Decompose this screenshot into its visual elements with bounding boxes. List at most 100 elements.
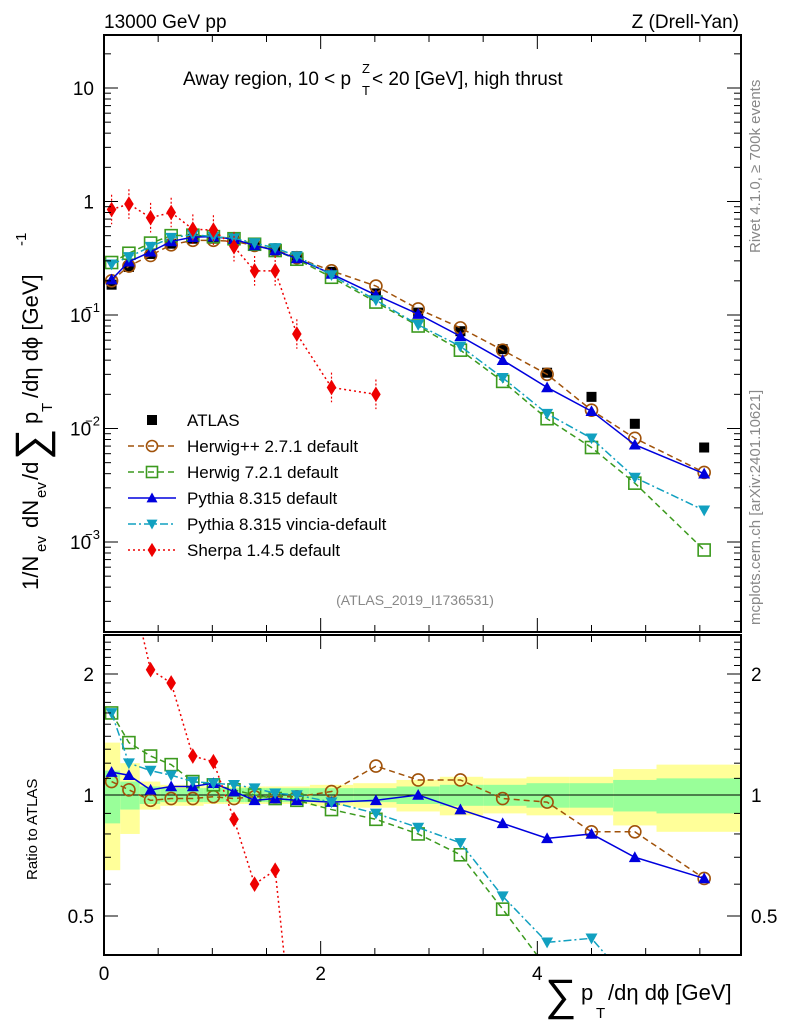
ratio-point [454, 838, 467, 849]
legend-marker [145, 439, 159, 453]
ratio-series [104, 525, 711, 955]
x-tick-label: 2 [315, 964, 326, 985]
ratio-point [495, 902, 510, 916]
rivet-label: Rivet 4.1.0, ≥ 700k events [747, 80, 764, 253]
data-point [106, 279, 117, 290]
svg-text:∑: ∑ [7, 429, 56, 460]
ratio-point [124, 569, 134, 585]
data-point [249, 263, 260, 279]
ratio-series-sherpa-1-4-5-default [107, 525, 285, 955]
legend-marker [146, 519, 158, 530]
band-inner [613, 779, 657, 812]
data-point [144, 241, 157, 253]
data-point [541, 381, 554, 393]
data-point [145, 209, 156, 226]
data-point [454, 341, 467, 353]
data-point [166, 204, 176, 221]
data-point [325, 270, 338, 282]
legend-marker [147, 542, 157, 558]
data-point [124, 196, 134, 212]
data-point [165, 232, 178, 244]
data-point [584, 403, 599, 417]
data-point [412, 308, 425, 319]
ratio-point [269, 788, 282, 800]
ratio-point [144, 783, 157, 795]
svg-text:10: 10 [73, 79, 94, 100]
analysis-id: (ATLAS_2019_I1736531) [336, 592, 494, 608]
ratio-point [249, 876, 260, 892]
y-tick-label: 10 [73, 79, 94, 100]
svg-text:Z: Z [362, 61, 370, 76]
ratio-point [585, 933, 598, 945]
data-point [699, 442, 710, 453]
y-tick-label: 10−1 [70, 300, 100, 327]
header-process: Z (Drell-Yan) [632, 12, 739, 33]
header-energy: 13000 GeV pp [104, 12, 227, 33]
ratio-point [165, 770, 178, 782]
legend-label: Herwig 7.2.1 default [187, 463, 338, 482]
ratio-point [411, 773, 425, 787]
svg-text:10: 10 [70, 306, 91, 327]
ratio-point [369, 794, 382, 806]
legend-entry: Pythia 8.315 default [128, 489, 338, 508]
data-point [105, 259, 118, 271]
data-point [371, 386, 381, 403]
data-point [697, 543, 711, 557]
ratio-point [105, 708, 118, 719]
x-tick-label: 4 [532, 964, 543, 985]
ratio-point [229, 811, 239, 828]
data-point [698, 467, 711, 479]
y-tick-label: 1 [83, 193, 94, 214]
ratio-y-tick-label-right: 2 [751, 665, 762, 686]
ratio-line [110, 712, 538, 955]
main-title: Away region, 10 < p Z T < 20 [GeV], high… [183, 61, 563, 98]
legend-label: ATLAS [187, 411, 240, 430]
ratio-point [145, 661, 156, 678]
ratio-y-tick-label-right: 0.5 [751, 907, 777, 928]
svg-text:dN: dN [18, 500, 43, 528]
ratio-y-tick-label: 0.5 [68, 907, 94, 928]
ratio-point [412, 822, 425, 834]
data-point [208, 222, 219, 238]
data-point [585, 405, 598, 417]
data-point [541, 408, 554, 420]
data-point [122, 252, 135, 263]
legend-label: Herwig++ 2.7.1 default [187, 437, 358, 456]
legend-marker [147, 415, 157, 425]
svg-text:−2: −2 [85, 414, 100, 429]
data-point [229, 238, 239, 255]
ratio-point [270, 862, 280, 879]
ratio-point [105, 766, 118, 777]
svg-text:/d: /d [18, 462, 43, 480]
data-point [454, 330, 467, 342]
legend-label: Pythia 8.315 default [187, 489, 338, 508]
legend-marker [145, 465, 159, 479]
ratio-point [122, 758, 135, 770]
ratio-series-pythia-8-315-default [105, 766, 711, 884]
x-axis-label: ∑ p T /dη dϕ [GeV] [545, 971, 732, 1022]
ratio-point [628, 851, 641, 863]
svg-text:< 20 [GeV], high thrust: < 20 [GeV], high thrust [372, 69, 563, 90]
ratio-series-pythia-8-315-vincia-default [105, 708, 607, 955]
series-line [111, 203, 377, 396]
ratio-point [248, 794, 261, 806]
ratio-point [186, 791, 200, 806]
svg-text:T: T [362, 83, 370, 98]
ratio-point [453, 773, 468, 787]
legend-entry: Sherpa 1.4.5 default [128, 541, 340, 560]
ratio-point [107, 525, 117, 541]
y-tick-label: 10−2 [70, 414, 100, 441]
ratio-point [207, 778, 220, 790]
data-point [542, 367, 553, 378]
ratio-y-axis-label: Ratio to ATLAS [24, 779, 41, 880]
ratio-uncertainty-bands [104, 742, 741, 871]
legend-marker [146, 492, 158, 503]
main-series [104, 189, 711, 557]
data-point [496, 372, 509, 384]
ratio-point [122, 735, 136, 750]
svg-text:T: T [39, 403, 56, 412]
data-point [188, 221, 198, 238]
legend-entry: Herwig++ 2.7.1 default [128, 437, 358, 456]
ratio-point [325, 797, 338, 809]
svg-text:p: p [581, 980, 593, 1005]
